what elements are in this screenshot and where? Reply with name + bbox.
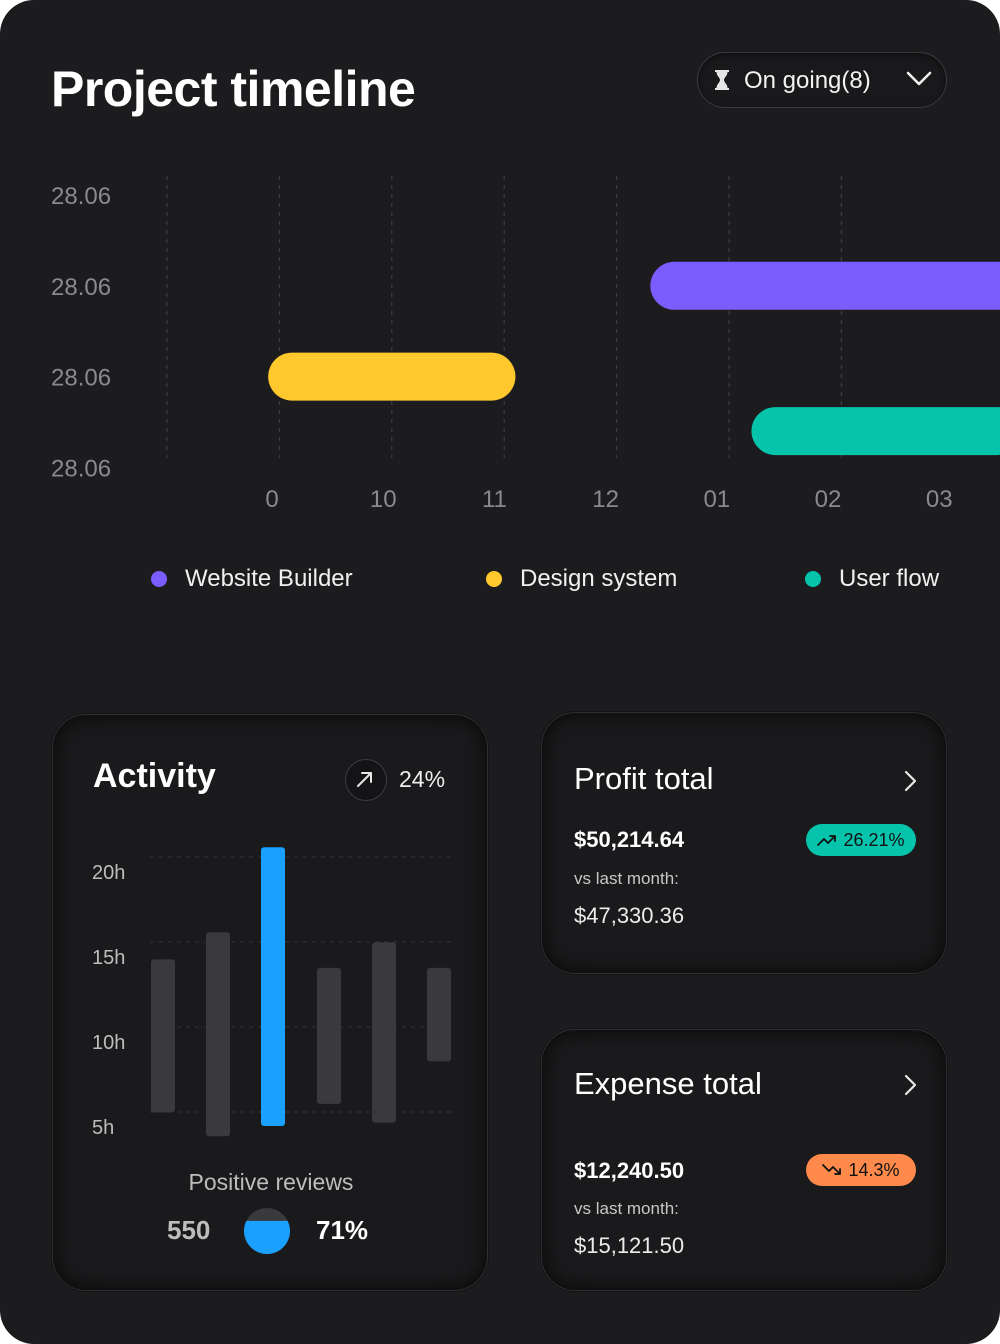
timeline-x-label: 12 xyxy=(592,486,619,513)
timeline-chart-svg: 28.06 28.06 28.06 28.06 0 10 11 12 01 02 03 xyxy=(51,176,1000,513)
legend-dot xyxy=(486,571,502,587)
legend-label: User flow xyxy=(839,565,940,592)
profit-amount: $50,214.64 xyxy=(574,827,685,852)
timeline-x-label: 03 xyxy=(926,486,953,513)
activity-bar xyxy=(372,942,396,1123)
trend-down-icon xyxy=(822,1164,842,1175)
chevron-down-icon xyxy=(906,71,932,86)
activity-bar xyxy=(261,847,285,1126)
timeline-x-label: 11 xyxy=(482,486,507,513)
activity-bar xyxy=(151,959,175,1113)
timeline-bar-user-flow xyxy=(751,407,1000,456)
expense-total-card[interactable]: Expense total $12,240.50 14.3% vs last m… xyxy=(541,1029,947,1291)
expense-amount: $12,240.50 xyxy=(574,1158,685,1183)
legend-item-user-flow: User flow xyxy=(805,565,939,593)
activity-bar xyxy=(206,932,230,1137)
profit-total-card[interactable]: Profit total $50,214.64 26.21% vs last m… xyxy=(541,712,947,974)
legend-label: Design system xyxy=(520,565,678,592)
chevron-right-icon[interactable] xyxy=(902,1073,918,1097)
timeline-y-label: 28.06 xyxy=(51,365,111,392)
chevron-right-icon[interactable] xyxy=(902,769,918,793)
activity-y-label: 15h xyxy=(92,947,125,969)
positive-reviews-label: Positive reviews xyxy=(188,1169,354,1195)
activity-y-label: 5h xyxy=(92,1117,114,1139)
profit-previous-amount: $47,330.36 xyxy=(574,903,685,928)
expense-vs-label: vs last month: xyxy=(574,1199,679,1218)
activity-card: Activity 24% 20h 15h 10h 5h Positive review… xyxy=(52,714,488,1291)
arrow-up-right-icon xyxy=(357,772,372,787)
activity-bar xyxy=(427,967,451,1062)
hourglass-icon xyxy=(715,70,729,90)
legend-dot xyxy=(151,571,167,587)
profit-change-badge: 26.21% xyxy=(806,824,916,856)
timeline-x-label: 0 xyxy=(265,486,278,513)
activity-y-label: 10h xyxy=(92,1032,125,1054)
expense-change-badge: 14.3% xyxy=(806,1154,916,1186)
positive-reviews-count: 550 xyxy=(167,1215,211,1245)
status-filter-label: On going(8) xyxy=(744,67,871,94)
activity-y-label: 20h xyxy=(92,862,125,884)
legend-item-design-system: Design system xyxy=(486,565,677,593)
page-title: Project timeline xyxy=(51,61,416,117)
status-filter-dropdown[interactable]: On going(8) xyxy=(697,52,947,108)
expense-title: Expense total xyxy=(574,1066,762,1101)
activity-bar-chart: 20h 15h 10h 5h xyxy=(92,847,453,1139)
timeline-x-label: 02 xyxy=(815,486,842,513)
trend-up-icon xyxy=(817,835,837,846)
activity-bar xyxy=(317,967,341,1104)
positive-reviews-percent: 71% xyxy=(316,1215,369,1245)
activity-trend-percent: 24% xyxy=(399,766,446,792)
timeline-legend: Website Builder Design system User flow xyxy=(0,565,1000,599)
timeline-y-label: 28.06 xyxy=(51,183,111,210)
reviews-gauge xyxy=(244,1208,290,1254)
gauge-fill xyxy=(244,1220,290,1254)
expense-change-value: 14.3% xyxy=(848,1159,900,1180)
expense-previous-amount: $15,121.50 xyxy=(574,1233,685,1258)
timeline-chart: 28.06 28.06 28.06 28.06 0 10 11 12 01 02 03 xyxy=(0,140,1000,540)
legend-item-website-builder: Website Builder xyxy=(151,565,353,593)
legend-label: Website Builder xyxy=(185,565,353,592)
timeline-bar-website-builder xyxy=(650,261,1000,310)
activity-title: Activity xyxy=(93,757,216,795)
profit-title: Profit total xyxy=(574,761,714,796)
timeline-bar-design-system xyxy=(268,352,516,401)
trend-up-button[interactable] xyxy=(345,759,387,801)
timeline-y-label: 28.06 xyxy=(51,274,111,301)
timeline-x-label: 01 xyxy=(703,486,730,513)
timeline-y-label: 28.06 xyxy=(51,455,111,482)
profit-change-value: 26.21% xyxy=(843,829,905,850)
profit-vs-label: vs last month: xyxy=(574,869,679,888)
legend-dot xyxy=(805,571,821,587)
timeline-x-label: 10 xyxy=(370,486,397,513)
